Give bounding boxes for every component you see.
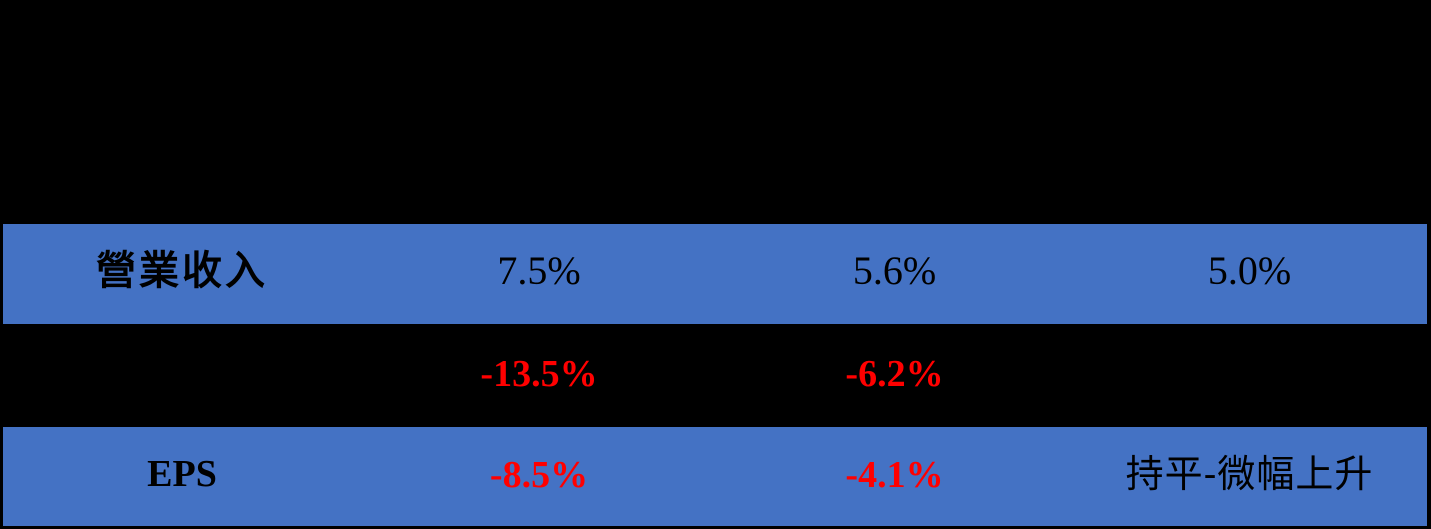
table-row: 營業收入 7.5% 5.6% 5.0% bbox=[3, 224, 1427, 324]
middle-value-col4 bbox=[1072, 324, 1427, 427]
revenue-value-col3: 5.6% bbox=[852, 248, 937, 293]
table-row: -13.5% -6.2% bbox=[3, 324, 1427, 427]
revenue-value-col4: 5.0% bbox=[1207, 248, 1292, 293]
eps-value-col4: 持平-微幅上升 bbox=[1125, 451, 1374, 496]
table-row: EPS -8.5% -4.1% 持平-微幅上升 bbox=[3, 427, 1427, 526]
row-label-middle bbox=[3, 324, 361, 427]
row-label-eps: EPS bbox=[147, 452, 217, 495]
revenue-value-col2: 7.5% bbox=[497, 248, 581, 293]
row-label-revenue: 營業收入 bbox=[96, 247, 268, 294]
middle-value-col3: -6.2% bbox=[845, 352, 944, 395]
eps-value-col3: -4.1% bbox=[845, 453, 944, 496]
middle-value-col2: -13.5% bbox=[480, 352, 598, 395]
metrics-table: 營業收入 7.5% 5.6% 5.0% -13.5% -6.2% EPS -8.… bbox=[3, 224, 1427, 526]
eps-value-col2: -8.5% bbox=[489, 453, 589, 496]
